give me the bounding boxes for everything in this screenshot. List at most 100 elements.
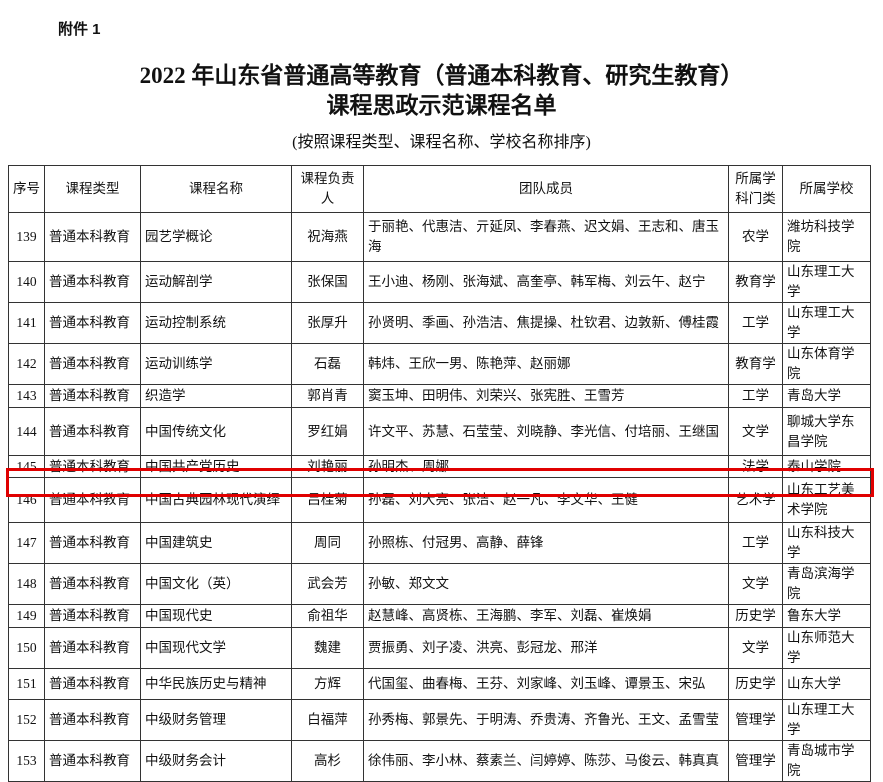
cell-no: 146 xyxy=(8,477,45,523)
cell-type: 普通本科教育 xyxy=(44,740,141,782)
cell-name: 中级财务管理 xyxy=(140,699,292,741)
table-row: 147 普通本科教育 中国建筑史 周同 孙照栋、付冠男、高静、薛锋 工学 山东科技大学 xyxy=(8,522,871,564)
cell-type: 普通本科教育 xyxy=(44,343,141,385)
cell-leader: 魏建 xyxy=(291,627,364,669)
cell-discipline: 文学 xyxy=(728,563,783,605)
cell-members: 于丽艳、代惠洁、亓延凤、李春燕、迟文娟、王志和、唐玉海 xyxy=(363,212,729,262)
cell-name: 中国建筑史 xyxy=(140,522,292,564)
cell-name: 中国现代史 xyxy=(140,604,292,628)
cell-discipline: 管理学 xyxy=(728,740,783,782)
table-row: 148 普通本科教育 中国文化（英） 武会芳 孙敏、郑文文 文学 青岛滨海学院 xyxy=(8,563,871,605)
cell-no: 150 xyxy=(8,627,45,669)
cell-type: 普通本科教育 xyxy=(44,563,141,605)
cell-discipline: 历史学 xyxy=(728,668,783,700)
document-subtitle: (按照课程类型、课程名称、学校名称排序) xyxy=(292,134,591,151)
cell-type: 普通本科教育 xyxy=(44,627,141,669)
cell-discipline: 法学 xyxy=(728,455,783,478)
cell-discipline: 文学 xyxy=(728,407,783,456)
cell-members: 王小迪、杨刚、张海斌、高奎亭、韩军梅、刘云午、赵宁 xyxy=(363,261,729,303)
col-header-school: 所属学校 xyxy=(782,165,871,213)
cell-no: 139 xyxy=(8,212,45,262)
cell-name: 园艺学概论 xyxy=(140,212,292,262)
annex-label: 附件 1 xyxy=(58,21,101,38)
col-header-members: 团队成员 xyxy=(363,165,729,213)
col-header-type: 课程类型 xyxy=(44,165,141,213)
cell-leader: 高杉 xyxy=(291,740,364,782)
cell-school: 山东大学 xyxy=(782,668,871,700)
cell-no: 144 xyxy=(8,407,45,456)
cell-discipline: 工学 xyxy=(728,302,783,344)
cell-discipline: 农学 xyxy=(728,212,783,262)
document-title-line2: 课程思政示范课程名单 xyxy=(326,93,557,118)
cell-discipline: 工学 xyxy=(728,384,783,408)
cell-name: 运动控制系统 xyxy=(140,302,292,344)
cell-members: 韩炜、王欣一男、陈艳萍、赵丽娜 xyxy=(363,343,729,385)
cell-discipline: 教育学 xyxy=(728,261,783,303)
cell-leader: 俞祖华 xyxy=(291,604,364,628)
cell-leader: 石磊 xyxy=(291,343,364,385)
cell-school: 山东工艺美术学院 xyxy=(782,477,871,523)
cell-school: 青岛大学 xyxy=(782,384,871,408)
table-row: 151 普通本科教育 中华民族历史与精神 方辉 代国玺、曲春梅、王芬、刘家峰、刘玉峰、谭… xyxy=(8,668,871,700)
col-header-name: 课程名称 xyxy=(140,165,292,213)
table-row: 152 普通本科教育 中级财务管理 白福萍 孙秀梅、郭景先、于明涛、乔贵涛、齐鲁光、王文… xyxy=(8,699,871,741)
cell-name: 中国共产党历史 xyxy=(140,455,292,478)
cell-leader: 武会芳 xyxy=(291,563,364,605)
cell-no: 142 xyxy=(8,343,45,385)
table-row: 146 普通本科教育 中国古典园林现代演绎 吕桂菊 孙磊、刘大亮、张洁、赵一凡、李文华、… xyxy=(8,477,871,523)
cell-leader: 罗红娟 xyxy=(291,407,364,456)
table-row: 145 普通本科教育 中国共产党历史 刘艳丽 孙明杰、周娜 法学 泰山学院 xyxy=(8,455,871,478)
table-row: 142 普通本科教育 运动训练学 石磊 韩炜、王欣一男、陈艳萍、赵丽娜 教育学 山东体育学院 xyxy=(8,343,871,385)
cell-type: 普通本科教育 xyxy=(44,604,141,628)
cell-type: 普通本科教育 xyxy=(44,407,141,456)
cell-discipline: 管理学 xyxy=(728,699,783,741)
cell-type: 普通本科教育 xyxy=(44,302,141,344)
cell-members: 代国玺、曲春梅、王芬、刘家峰、刘玉峰、谭景玉、宋弘 xyxy=(363,668,729,700)
cell-type: 普通本科教育 xyxy=(44,455,141,478)
table-row: 140 普通本科教育 运动解剖学 张保国 王小迪、杨刚、张海斌、高奎亭、韩军梅、刘云午、… xyxy=(8,261,871,303)
cell-leader: 祝海燕 xyxy=(291,212,364,262)
cell-members: 孙秀梅、郭景先、于明涛、乔贵涛、齐鲁光、王文、孟雪莹 xyxy=(363,699,729,741)
course-table: 序号 课程类型 课程名称 课程负责人 团队成员 所属学科门类 所属学校 139 普… xyxy=(8,165,871,782)
cell-leader: 张保国 xyxy=(291,261,364,303)
cell-school: 鲁东大学 xyxy=(782,604,871,628)
table-row: 150 普通本科教育 中国现代文学 魏建 贾振勇、刘子凌、洪亮、彭冠龙、邢洋 文学 山东师范… xyxy=(8,627,871,669)
cell-name: 织造学 xyxy=(140,384,292,408)
table-row: 139 普通本科教育 园艺学概论 祝海燕 于丽艳、代惠洁、亓延凤、李春燕、迟文娟、王志和… xyxy=(8,212,871,262)
col-header-discipline: 所属学科门类 xyxy=(728,165,783,213)
cell-name: 中国文化（英） xyxy=(140,563,292,605)
cell-no: 145 xyxy=(8,455,45,478)
cell-school: 泰山学院 xyxy=(782,455,871,478)
cell-school: 山东师范大学 xyxy=(782,627,871,669)
cell-no: 152 xyxy=(8,699,45,741)
cell-school: 聊城大学东昌学院 xyxy=(782,407,871,456)
table-row: 144 普通本科教育 中国传统文化 罗红娟 许文平、苏慧、石莹莹、刘晓静、李光信、付培丽… xyxy=(8,407,871,456)
cell-discipline: 工学 xyxy=(728,522,783,564)
cell-discipline: 文学 xyxy=(728,627,783,669)
cell-no: 149 xyxy=(8,604,45,628)
cell-leader: 刘艳丽 xyxy=(291,455,364,478)
cell-discipline: 历史学 xyxy=(728,604,783,628)
cell-leader: 郭肖青 xyxy=(291,384,364,408)
cell-name: 运动解剖学 xyxy=(140,261,292,303)
col-header-leader: 课程负责人 xyxy=(291,165,364,213)
cell-type: 普通本科教育 xyxy=(44,261,141,303)
cell-leader: 白福萍 xyxy=(291,699,364,741)
cell-type: 普通本科教育 xyxy=(44,699,141,741)
document-title: 2022 年山东省普通高等教育（普通本科教育、研究生教育） xyxy=(139,63,744,88)
cell-discipline: 教育学 xyxy=(728,343,783,385)
cell-members: 许文平、苏慧、石莹莹、刘晓静、李光信、付培丽、王继国 xyxy=(363,407,729,456)
cell-members: 窦玉坤、田明伟、刘荣兴、张宪胜、王雪芳 xyxy=(363,384,729,408)
cell-name: 中级财务会计 xyxy=(140,740,292,782)
cell-school: 山东理工大学 xyxy=(782,302,871,344)
cell-no: 148 xyxy=(8,563,45,605)
cell-type: 普通本科教育 xyxy=(44,668,141,700)
cell-school: 山东体育学院 xyxy=(782,343,871,385)
cell-members: 徐伟丽、李小林、蔡素兰、闫婷婷、陈莎、马俊云、韩真真 xyxy=(363,740,729,782)
cell-leader: 张厚升 xyxy=(291,302,364,344)
cell-no: 153 xyxy=(8,740,45,782)
cell-name: 运动训练学 xyxy=(140,343,292,385)
col-header-no: 序号 xyxy=(8,165,45,213)
cell-members: 孙明杰、周娜 xyxy=(363,455,729,478)
cell-type: 普通本科教育 xyxy=(44,477,141,523)
